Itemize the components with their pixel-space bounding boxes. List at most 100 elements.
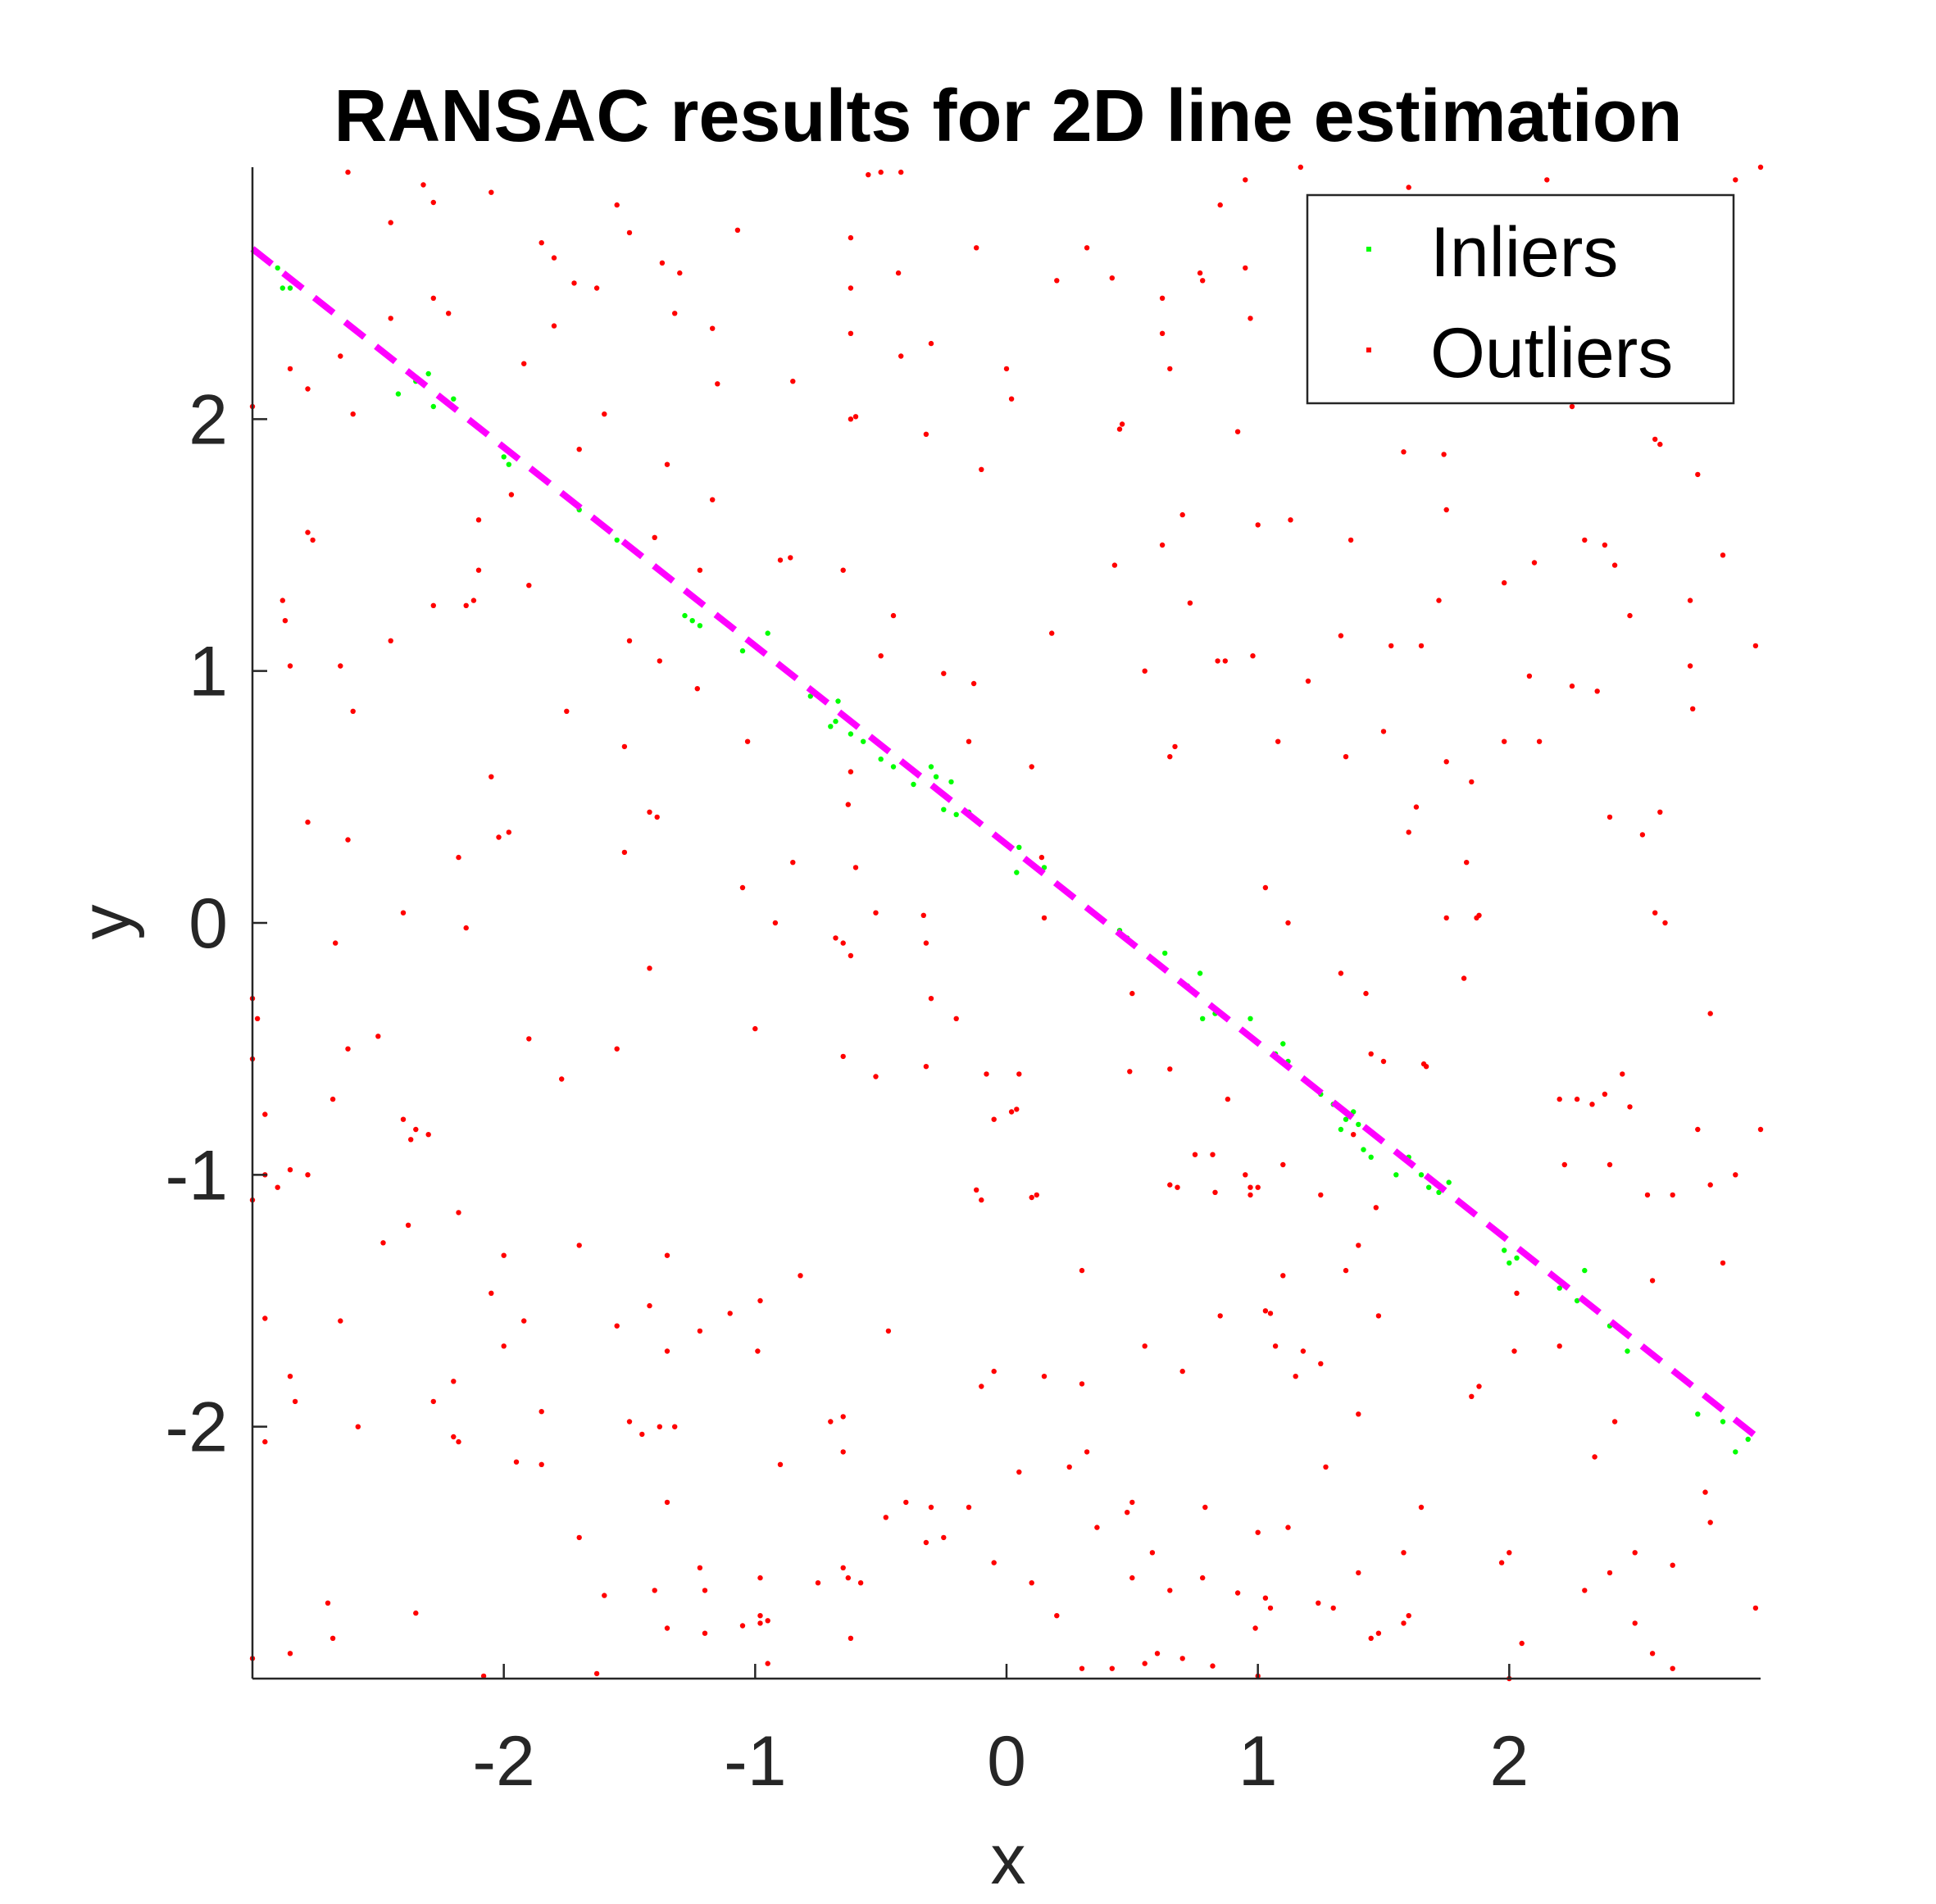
- outlier-point: [923, 431, 929, 437]
- outlier-point: [1401, 449, 1407, 455]
- outlier-point: [496, 834, 502, 840]
- outlier-point: [571, 280, 577, 286]
- outlier-point: [626, 1419, 633, 1425]
- outlier-point: [564, 708, 570, 714]
- outlier-point: [1436, 598, 1442, 603]
- outlier-point: [1234, 429, 1241, 434]
- outlier-point: [710, 497, 716, 502]
- outlier-point: [1607, 1570, 1613, 1576]
- outlier-point: [400, 910, 407, 916]
- inlier-point: [279, 285, 285, 291]
- outlier-point: [1441, 452, 1447, 457]
- outlier-point: [1167, 1182, 1173, 1188]
- outlier-point: [287, 663, 293, 669]
- outlier-point: [664, 461, 670, 467]
- outlier-point: [694, 686, 700, 692]
- inlier-point: [739, 648, 746, 654]
- outlier-point: [1288, 517, 1293, 523]
- outlier-point: [991, 1116, 997, 1122]
- outlier-point: [1657, 809, 1663, 815]
- inlier-point: [941, 807, 947, 812]
- outlier-point: [1502, 738, 1507, 744]
- inlier-point: [614, 537, 620, 543]
- outlier-point: [1200, 278, 1206, 284]
- outlier-point: [664, 1348, 670, 1354]
- outlier-point: [697, 1565, 703, 1571]
- outlier-point: [1502, 579, 1507, 586]
- outlier-point: [715, 381, 720, 387]
- outlier-point: [1215, 658, 1220, 664]
- inlier-point: [848, 731, 854, 737]
- y-tick-label: 2: [189, 380, 228, 459]
- outlier-point: [456, 1438, 461, 1445]
- outlier-point: [325, 1600, 331, 1606]
- outlier-point: [848, 416, 854, 422]
- outlier-point: [1356, 1243, 1361, 1248]
- outlier-point: [1657, 441, 1663, 448]
- outlier-point: [979, 1197, 984, 1203]
- outlier-point: [508, 492, 515, 498]
- outlier-point: [1356, 1411, 1361, 1417]
- outlier-point: [539, 1409, 544, 1415]
- outlier-point: [593, 1670, 600, 1677]
- outlier-point: [287, 1167, 293, 1173]
- outlier-point: [1627, 1104, 1633, 1110]
- outlier-point: [1519, 1640, 1525, 1647]
- outlier-point: [833, 935, 838, 941]
- inlier-point: [1514, 1255, 1520, 1261]
- outlier-point: [1401, 1620, 1407, 1626]
- outlier-point: [1413, 804, 1420, 810]
- outlier-point: [254, 1016, 261, 1022]
- outlier-point: [1569, 683, 1575, 689]
- outlier-point: [974, 1187, 979, 1193]
- outlier-point: [1707, 1520, 1713, 1525]
- outlier-point: [1690, 706, 1696, 711]
- outlier-point: [647, 1302, 652, 1309]
- outlier-point: [1670, 1562, 1675, 1568]
- outlier-point: [1380, 729, 1387, 734]
- outlier-point: [551, 255, 557, 261]
- inlier-point: [1356, 1121, 1361, 1128]
- outlier-point: [559, 1076, 565, 1082]
- outlier-point: [1406, 829, 1411, 835]
- inlier-point: [1014, 870, 1020, 875]
- outlier-point: [1461, 975, 1467, 981]
- outlier-point: [974, 245, 979, 251]
- outlier-point: [1016, 1071, 1022, 1077]
- inlier-point: [697, 623, 703, 629]
- outlier-point: [451, 1434, 457, 1440]
- outlier-point: [1149, 1550, 1156, 1556]
- inlier-points: [275, 265, 1751, 1455]
- outlier-point: [866, 172, 871, 178]
- outlier-point: [345, 1046, 351, 1052]
- outlier-point: [305, 1172, 311, 1178]
- outlier-point: [1179, 1368, 1185, 1375]
- outlier-point: [1029, 1580, 1034, 1586]
- outlier-point: [898, 353, 904, 359]
- plot-background: [252, 167, 1761, 1679]
- outlier-point: [1662, 920, 1668, 926]
- inlier-point: [1720, 1419, 1726, 1425]
- outlier-point: [1109, 1665, 1116, 1671]
- x-tick-label: -1: [724, 1722, 786, 1801]
- outlier-point: [521, 361, 527, 366]
- outlier-point: [1318, 1192, 1324, 1198]
- plot-area: [249, 164, 1764, 1682]
- outlier-point: [275, 1184, 280, 1190]
- outlier-point: [1687, 663, 1693, 669]
- inlier-point: [395, 391, 402, 397]
- outlier-point: [1544, 177, 1550, 183]
- outlier-point: [845, 1575, 852, 1581]
- outlier-point: [375, 1034, 381, 1039]
- outlier-point: [1159, 295, 1166, 301]
- outlier-point: [1129, 1575, 1135, 1581]
- outlier-point: [1464, 860, 1470, 866]
- outlier-point: [1602, 542, 1608, 548]
- outlier-point: [355, 1424, 361, 1429]
- outlier-point: [757, 1613, 763, 1619]
- outlier-point: [451, 1379, 457, 1384]
- outlier-point: [765, 1661, 770, 1666]
- outlier-point: [1054, 278, 1060, 284]
- outlier-point: [1127, 1069, 1133, 1075]
- outlier-point: [501, 1343, 507, 1349]
